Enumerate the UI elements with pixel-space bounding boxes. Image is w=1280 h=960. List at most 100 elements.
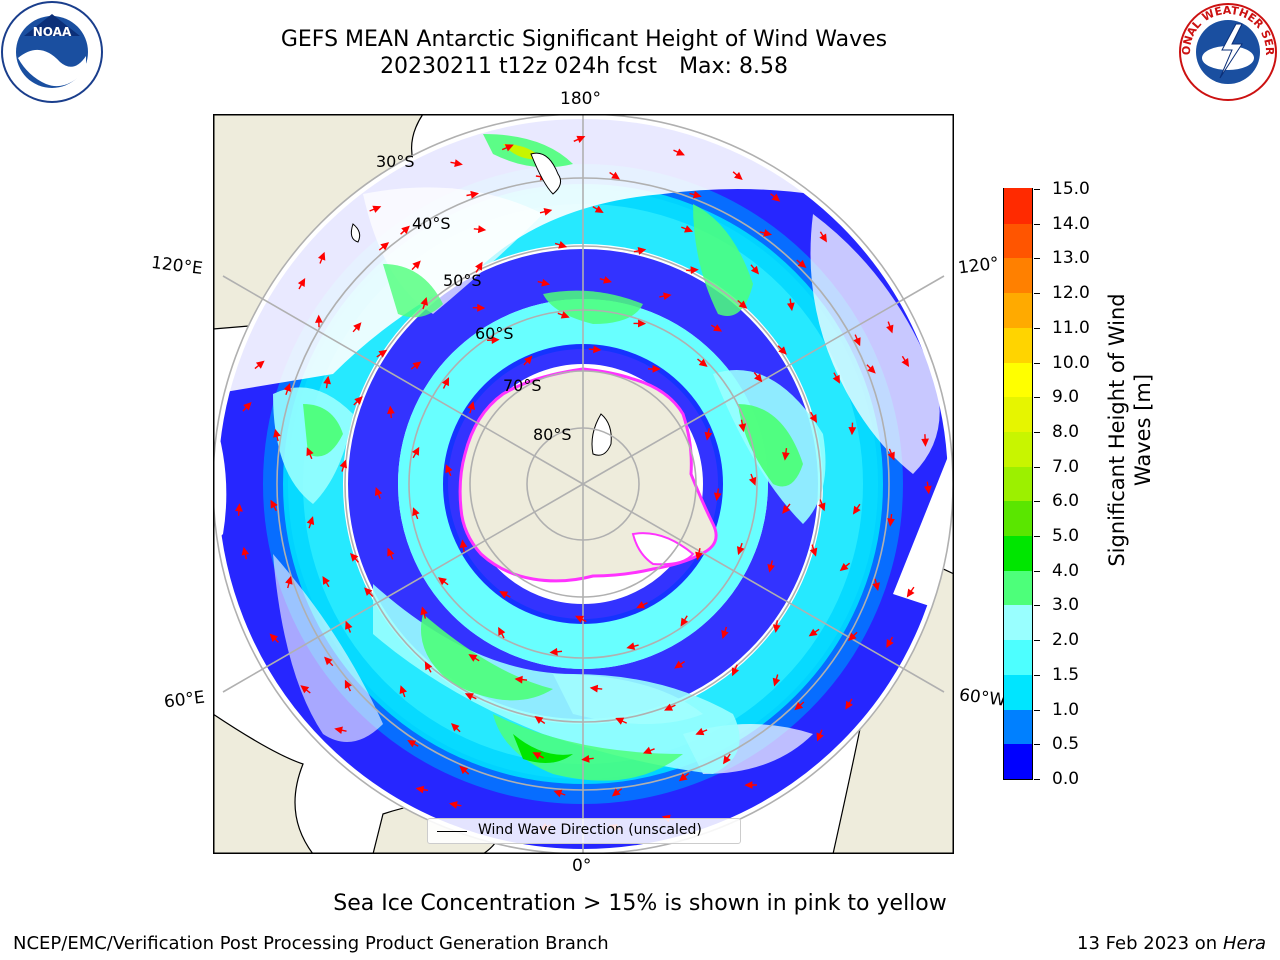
legend-line-sample xyxy=(437,831,467,832)
colorbar-tick xyxy=(1034,362,1040,364)
colorbar-tick xyxy=(1034,431,1040,433)
wave-direction-arrowhead xyxy=(241,546,250,556)
lon-label-120e: 120°E xyxy=(149,252,204,280)
wave-direction-arrowhead xyxy=(750,265,760,275)
wave-direction-arrowhead xyxy=(445,464,453,474)
colorbar-tick xyxy=(1034,466,1040,468)
wave-direction-arrowhead xyxy=(387,547,395,557)
wave-direction-arrowhead xyxy=(692,190,702,199)
colorbar-tick-label: 15.0 xyxy=(1052,179,1090,199)
wave-direction-arrowhead xyxy=(637,319,647,328)
wave-direction-arrowhead xyxy=(886,639,894,649)
wave-direction-arrowhead xyxy=(324,656,333,666)
wave-direction-arrowhead xyxy=(704,431,713,441)
wave-direction-arrowhead xyxy=(354,396,363,405)
lat-label-50s: 50°S xyxy=(443,271,482,290)
national-weather-service-logo: NATIONAL WEATHER SERVICE xyxy=(1176,0,1277,101)
wave-direction-arrowhead xyxy=(797,259,807,269)
wave-direction-arrowhead xyxy=(901,358,910,367)
lat-label-40s: 40°S xyxy=(412,214,451,233)
wave-direction-arrowhead xyxy=(652,364,661,373)
wave-direction-arrowhead xyxy=(853,337,861,347)
wave-direction-arrowhead xyxy=(553,789,563,798)
wave-direction-arrowhead xyxy=(738,423,747,433)
wave-direction-arrowhead xyxy=(420,296,428,306)
wave-direction-arrowhead xyxy=(684,225,693,233)
colorbar-tick xyxy=(1034,570,1040,572)
colorbar xyxy=(1003,188,1033,780)
colorbar-tick-label: 13.0 xyxy=(1052,248,1090,269)
colorbar-tick xyxy=(1034,327,1040,329)
wave-direction-arrowhead xyxy=(809,547,818,557)
colorbar-tick-label: 0.0 xyxy=(1052,769,1080,789)
chart-subtitle: 20230211 t12z 024h fcst Max: 8.58 xyxy=(184,54,984,80)
map-legend: Wind Wave Direction (unscaled) xyxy=(427,818,741,844)
wave-direction-arrowhead xyxy=(736,546,745,556)
wave-direction-arrowhead xyxy=(832,374,840,384)
wave-direction-arrowhead xyxy=(782,505,791,514)
max-value: Max: 8.58 xyxy=(679,54,788,79)
wave-direction-arrowhead xyxy=(387,405,395,414)
wave-direction-arrowhead xyxy=(353,322,362,331)
wave-direction-arrowhead xyxy=(283,382,292,392)
wave-direction-arrowhead xyxy=(680,617,689,627)
colorbar-bin xyxy=(1004,604,1032,641)
wave-direction-arrowhead xyxy=(514,675,523,684)
wave-direction-arrowhead xyxy=(560,311,570,319)
wave-direction-arrowhead xyxy=(504,144,514,152)
colorbar-tick-label: 3.0 xyxy=(1052,595,1080,616)
wave-direction-arrowhead xyxy=(420,606,428,616)
wave-direction-arrowhead xyxy=(848,426,857,436)
colorbar-tick-label: 0.5 xyxy=(1052,734,1080,755)
wave-direction-arrowhead xyxy=(642,746,652,755)
noaa-logo: NOAA xyxy=(1,1,103,103)
wave-direction-arrowhead xyxy=(380,242,390,251)
wave-direction-arrowhead xyxy=(407,740,417,748)
wave-direction-arrowhead xyxy=(306,447,314,457)
antarctica xyxy=(458,367,718,583)
wave-direction-arrowhead xyxy=(690,266,699,274)
wave-direction-arrowhead xyxy=(498,626,506,636)
colorbar-bin xyxy=(1004,292,1032,328)
colorbar-tick xyxy=(1034,501,1040,503)
wave-direction-arrowhead xyxy=(524,355,533,365)
colorbar-title: Significant Height of Wind Waves [m] xyxy=(1105,293,1155,567)
wave-direction-arrowhead xyxy=(663,292,672,301)
new-zealand xyxy=(530,152,562,195)
wave-direction-arrowhead xyxy=(467,401,475,410)
colorbar-bin xyxy=(1004,535,1032,571)
wave-direction-arrowhead xyxy=(470,190,479,199)
lat-label-70s: 70°S xyxy=(503,376,542,395)
wave-direction-arrowhead xyxy=(534,716,544,724)
colorbar-bin xyxy=(1004,500,1032,537)
colorbar-tick-label: 5.0 xyxy=(1052,526,1080,547)
colorbar-tick xyxy=(1034,258,1040,260)
wave-direction-arrowhead xyxy=(323,375,331,385)
wave-direction-arrowhead xyxy=(778,346,787,355)
wave-direction-arrowhead xyxy=(412,507,420,517)
footer-date: 13 Feb 2023 on Hera xyxy=(1077,933,1266,954)
lon-label-0: 0° xyxy=(572,856,592,876)
wave-direction-arrowhead xyxy=(401,225,410,234)
colorbar-bin xyxy=(1004,223,1032,259)
wave-direction-arrowhead xyxy=(334,726,343,735)
colorbar-tick xyxy=(1034,223,1040,225)
colorbar-tick-label: 14.0 xyxy=(1052,213,1090,234)
wave-direction-arrowhead xyxy=(867,365,876,374)
wave-direction-arrowhead xyxy=(734,171,743,181)
wave-direction-arrowhead xyxy=(594,205,604,214)
wave-direction-arrowhead xyxy=(887,451,895,461)
wave-direction-arrowhead xyxy=(339,459,348,469)
footer-date-text: 13 Feb 2023 on xyxy=(1077,933,1218,954)
wave-direction-arrowhead xyxy=(767,563,775,573)
wave-direction-arrowhead xyxy=(921,438,929,447)
lat-label-80s: 80°S xyxy=(533,425,572,444)
wave-direction-arrowhead xyxy=(611,171,621,180)
wave-direction-arrowhead xyxy=(722,755,731,765)
wave-direction-arrowhead xyxy=(468,654,478,662)
wave-direction-arrowhead xyxy=(603,276,612,284)
wave-direction-arrowhead xyxy=(459,539,468,548)
wave-direction-arrowhead xyxy=(819,233,827,243)
wave-direction-arrowhead xyxy=(845,700,853,710)
colorbar-bin xyxy=(1004,674,1032,710)
